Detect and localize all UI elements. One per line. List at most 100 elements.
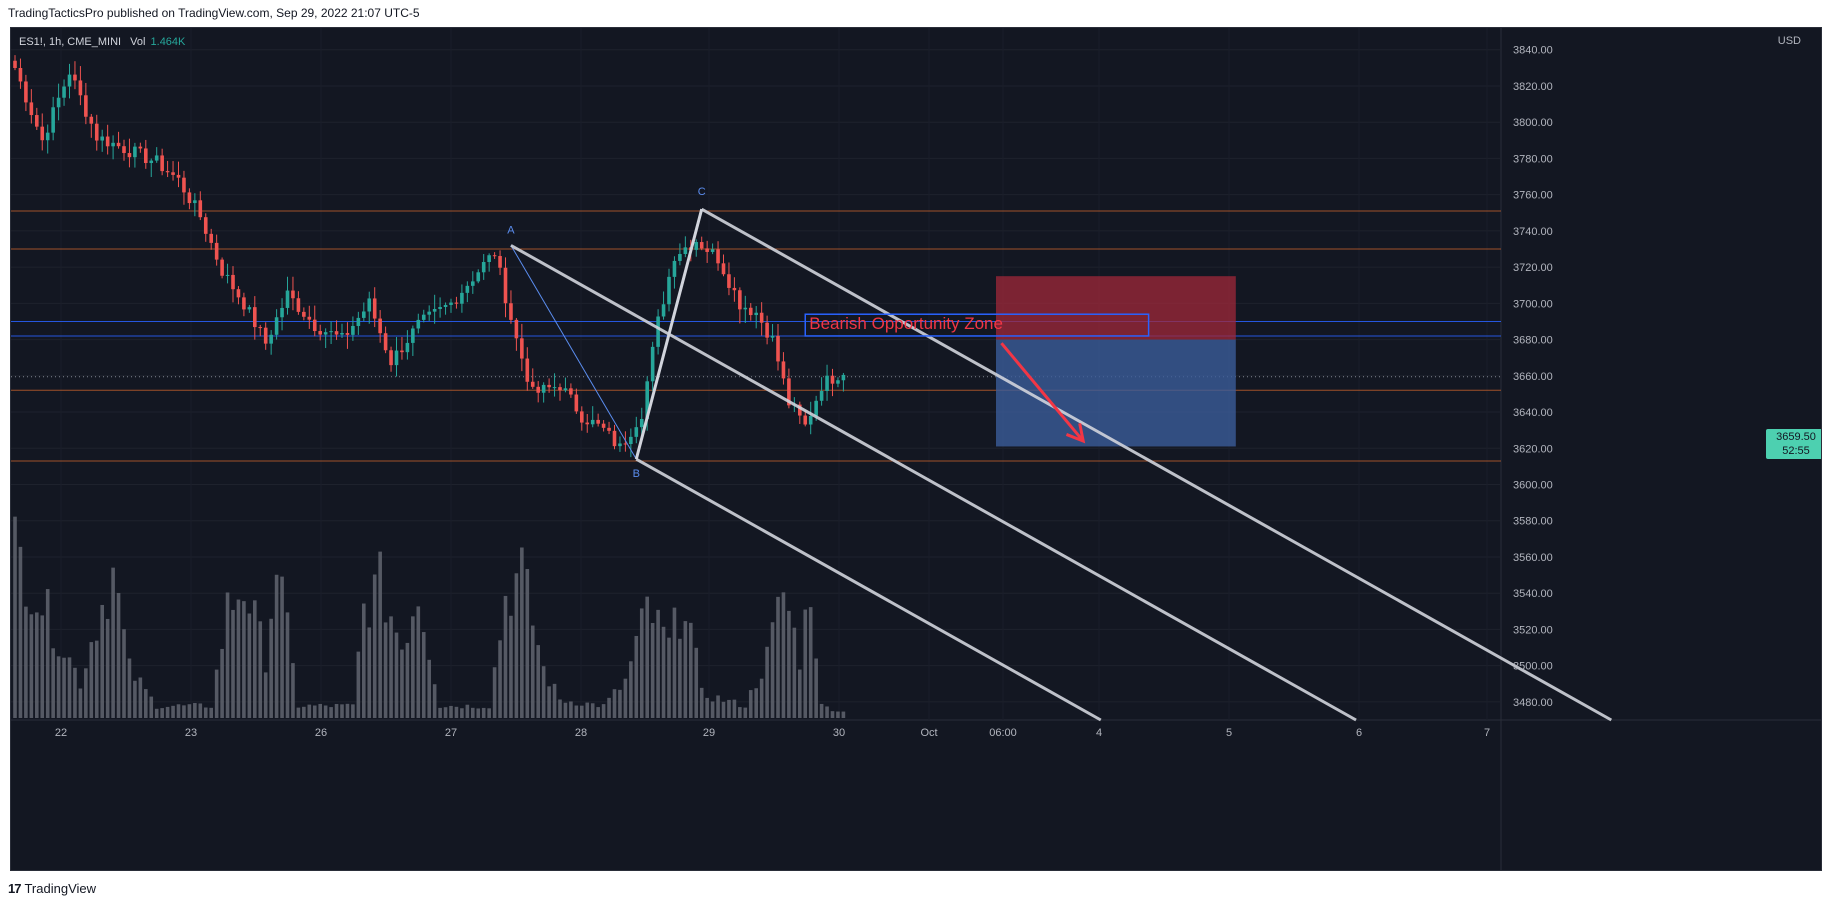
volume-bar bbox=[78, 688, 83, 718]
volume-bar bbox=[394, 632, 399, 718]
candle-body bbox=[242, 297, 246, 310]
volume-bar bbox=[427, 659, 431, 718]
volume-bar bbox=[558, 699, 562, 718]
volume-bar bbox=[498, 640, 502, 718]
volume-bar bbox=[787, 610, 791, 718]
grid-lines bbox=[11, 28, 1821, 870]
volume-bar bbox=[269, 618, 273, 718]
volume-bar bbox=[552, 683, 557, 718]
candle-body bbox=[400, 350, 404, 353]
price-chart-svg[interactable]: A B C Bearish Opportunity Zone 3840.00 3820.… bbox=[11, 28, 1822, 871]
price-tick-label: 3660.00 bbox=[1513, 371, 1553, 383]
volume-bar bbox=[748, 690, 753, 718]
volume-bar bbox=[803, 609, 808, 718]
candle-body bbox=[45, 132, 50, 141]
candle-body bbox=[263, 327, 268, 344]
last-price: 3659.50 bbox=[1776, 431, 1816, 443]
volume-bar bbox=[443, 707, 448, 718]
candle-body bbox=[721, 263, 726, 275]
price-tick-label: 3780.00 bbox=[1513, 153, 1553, 165]
candle-body bbox=[563, 388, 568, 391]
candle-body bbox=[607, 427, 611, 431]
price-tick-label: 3500.00 bbox=[1513, 661, 1553, 673]
volume-bar bbox=[536, 645, 540, 718]
volume-bar bbox=[263, 672, 268, 718]
candle-body bbox=[705, 248, 709, 252]
candle-body bbox=[781, 361, 786, 379]
candle-body bbox=[203, 217, 208, 234]
candle-body bbox=[345, 332, 350, 335]
volume-bar bbox=[274, 574, 279, 718]
position-zones bbox=[996, 276, 1236, 447]
candle-body bbox=[629, 436, 633, 445]
volume-bar bbox=[89, 642, 94, 718]
candle-body bbox=[160, 155, 164, 172]
volume-bar bbox=[122, 629, 126, 718]
candle-body bbox=[62, 86, 66, 98]
volume-bar bbox=[699, 687, 704, 718]
volume-bar bbox=[378, 551, 382, 718]
candle-body bbox=[541, 384, 546, 393]
bearish-arrow-head bbox=[1065, 423, 1086, 444]
volume-bar bbox=[100, 604, 104, 718]
volume-bar bbox=[182, 705, 186, 718]
candle-body bbox=[67, 74, 72, 87]
candle-body bbox=[672, 260, 677, 277]
candle-body bbox=[100, 136, 104, 141]
candle-body bbox=[89, 116, 94, 124]
candle-body bbox=[389, 350, 393, 366]
footer-brand[interactable]: 17 TradingView bbox=[8, 881, 96, 896]
candle-body bbox=[307, 316, 312, 320]
time-tick-label: 29 bbox=[703, 727, 715, 739]
currency-label[interactable]: USD bbox=[1777, 35, 1801, 47]
volume-bar bbox=[383, 622, 388, 718]
last-price-tag: 3659.50 52:55 bbox=[1766, 429, 1821, 459]
volume-bar bbox=[372, 574, 377, 718]
time-tick-label: 26 bbox=[315, 727, 327, 739]
tradingview-logo-icon: 17 bbox=[8, 881, 22, 896]
price-tick-label: 3480.00 bbox=[1513, 697, 1553, 709]
publish-banner: TradingTacticsPro published on TradingVi… bbox=[8, 6, 420, 20]
price-tick-label: 3580.00 bbox=[1513, 516, 1553, 528]
candle-body bbox=[585, 422, 590, 425]
volume-bar bbox=[781, 592, 786, 718]
volume-bar bbox=[721, 701, 726, 718]
volume-bar bbox=[405, 642, 410, 718]
candle-body bbox=[454, 302, 459, 304]
price-tick-label: 3760.00 bbox=[1513, 190, 1553, 202]
volume-bar bbox=[214, 669, 219, 718]
candle-body bbox=[351, 325, 355, 335]
candle-body bbox=[596, 419, 600, 424]
time-tick-label: 30 bbox=[833, 727, 845, 739]
volume-bar bbox=[421, 632, 426, 718]
candle-body bbox=[580, 411, 584, 423]
pitchfork-upper-line bbox=[700, 207, 1613, 722]
volume-bar bbox=[770, 622, 775, 718]
volume-bar bbox=[738, 707, 742, 718]
candle-body bbox=[56, 97, 61, 108]
candle-body bbox=[481, 262, 486, 273]
candle-body bbox=[13, 60, 17, 68]
volume-bar bbox=[759, 678, 764, 718]
volume-bar bbox=[258, 621, 263, 718]
volume-bar bbox=[819, 703, 824, 718]
chart-panel[interactable]: A B C Bearish Opportunity Zone 3840.00 3820.… bbox=[10, 27, 1822, 871]
volume-bar bbox=[411, 616, 415, 718]
volume-bar bbox=[656, 609, 660, 718]
candle-body bbox=[274, 317, 279, 335]
candle-body bbox=[667, 276, 671, 305]
candle-body bbox=[814, 400, 818, 417]
time-tick-label: 4 bbox=[1096, 727, 1102, 739]
candle-body bbox=[356, 317, 361, 326]
candle-body bbox=[590, 419, 595, 425]
time-tick-label: 23 bbox=[185, 727, 197, 739]
candle-body bbox=[318, 331, 322, 335]
volume-bar bbox=[340, 704, 344, 718]
volume-bar bbox=[629, 661, 633, 718]
price-tick-label: 3720.00 bbox=[1513, 262, 1553, 274]
candle-body bbox=[536, 386, 540, 393]
volume-bar bbox=[530, 625, 535, 718]
volume-bar bbox=[689, 622, 693, 718]
volume-bar bbox=[487, 708, 491, 718]
candle-body bbox=[471, 281, 475, 286]
